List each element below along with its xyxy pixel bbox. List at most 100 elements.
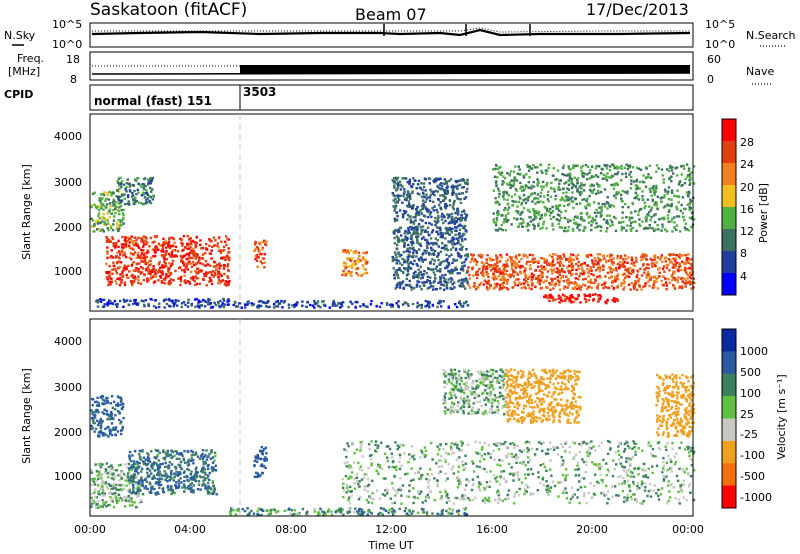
power-region-3-cell (117, 202, 121, 205)
power-region-6-cell (411, 255, 414, 259)
power-region-10-cell (563, 173, 566, 177)
power-region-8-cell (504, 272, 507, 275)
power-region-6-cell (406, 193, 410, 196)
velocity-region-2-cell (162, 449, 165, 452)
power-region-8-cell (577, 286, 581, 290)
power-region-1-cell (224, 280, 227, 283)
power-region-1-cell (108, 238, 111, 242)
velocity-region-1-cell (93, 416, 97, 419)
power-region-10-cell (628, 164, 632, 167)
power-region-8-cell (520, 257, 523, 261)
power-region-10-cell (691, 215, 694, 219)
power-region-1-cell (215, 264, 218, 268)
power-region-1-cell (135, 241, 138, 245)
power-region-10-cell (530, 167, 533, 170)
power-region-10-cell (492, 218, 495, 221)
velocity-region-2-cell (167, 464, 171, 467)
velocity-region-2-cell (142, 456, 146, 459)
power-region-8-cell (501, 275, 504, 279)
power-region-1-cell (226, 281, 229, 284)
power-region-8-cell (475, 263, 478, 266)
power-region-10-cell (588, 194, 591, 198)
power-region-6-cell (427, 215, 430, 219)
velocity-region-2-cell (158, 486, 161, 489)
power-region-3-cell (144, 199, 148, 202)
power-region-0-cell (114, 303, 118, 306)
power-region-1-cell (208, 280, 211, 283)
power-region-6-cell (432, 243, 435, 246)
power-region-1-cell (149, 259, 152, 262)
power-region-7-cell (287, 306, 291, 309)
power-region-6-cell (420, 204, 424, 208)
power-region-10-cell (600, 214, 603, 217)
power-region-6-cell (458, 284, 461, 287)
power-region-6-cell (457, 225, 460, 228)
power-region-8-cell (506, 278, 509, 281)
velocity-region-2-cell (138, 457, 142, 460)
power-region-8-cell (688, 275, 691, 278)
power-region-1-cell (145, 256, 148, 259)
velocity-region-0-cell (129, 501, 132, 504)
power-region-8-cell (676, 268, 679, 271)
power-region-6-cell (448, 255, 451, 258)
power-region-1-cell (187, 247, 191, 250)
velocity-region-2-cell (169, 453, 172, 456)
power-region-6-cell (422, 273, 425, 276)
power-region-8-cell (467, 283, 470, 287)
power-region-6-cell (435, 208, 438, 212)
power-region-10-cell (680, 203, 683, 207)
power-region-1-cell (168, 236, 171, 240)
power-region-6-cell (448, 204, 452, 207)
velocity-region-0-cell (117, 493, 121, 496)
power-region-10-cell (673, 216, 676, 219)
power-region-8-cell (606, 286, 610, 289)
velocity-region-2-cell (181, 454, 184, 458)
velocity-region-1-cell (90, 417, 94, 420)
power-region-1-cell (197, 270, 201, 273)
power-region-1-cell (221, 279, 224, 282)
power-region-5-cell (345, 272, 348, 275)
power-region-0-cell (163, 306, 166, 309)
velocity-region-2-cell (175, 486, 178, 490)
power-region-10-cell (683, 219, 686, 222)
velocity-region-2-cell (147, 474, 150, 477)
power-region-0-cell (211, 306, 214, 309)
power-region-7-cell (440, 305, 443, 308)
power-region-1-cell (145, 251, 149, 255)
power-region-8-cell (583, 271, 586, 274)
power-region-10-cell (655, 186, 658, 190)
power-region-8-cell (556, 257, 559, 261)
power-region-6-cell (421, 225, 425, 228)
power-region-6-cell (412, 287, 415, 290)
power-region-6-cell (422, 252, 425, 255)
power-region-1-cell (106, 238, 109, 241)
power-region-10-cell (658, 218, 661, 221)
power-region-10-cell (503, 219, 506, 223)
velocity-region-1-cell (118, 396, 121, 399)
power-region-1-cell (168, 283, 171, 286)
power-region-3-cell (144, 192, 147, 195)
power-region-6-cell (461, 235, 464, 238)
velocity-region-0-cell (135, 482, 139, 486)
power-region-10-cell (635, 229, 638, 233)
velocity-region-0-cell (93, 491, 96, 494)
power-region-6-cell (445, 264, 449, 267)
power-region-10-cell (620, 225, 623, 229)
velocity-region-1-cell (111, 406, 115, 410)
velocity-region-2-cell (192, 459, 195, 462)
power-region-1-cell (164, 278, 167, 281)
power-region-1-cell (153, 240, 156, 244)
power-region-10-cell (683, 167, 686, 170)
power-region-1-cell (223, 264, 226, 267)
power-region-3-cell (131, 191, 134, 195)
power-region-6-cell (419, 265, 422, 269)
power-region-1-cell (118, 276, 121, 280)
power-region-3-cell (131, 183, 134, 187)
power-region-6-cell (412, 251, 415, 254)
velocity-region-0-cell (90, 468, 93, 472)
power-region-6-cell (451, 215, 454, 219)
power-region-8-cell (647, 263, 650, 266)
velocity-region-2-cell (190, 486, 193, 489)
velocity-region-1-cell (110, 395, 114, 398)
power-region-8-cell (551, 253, 555, 256)
